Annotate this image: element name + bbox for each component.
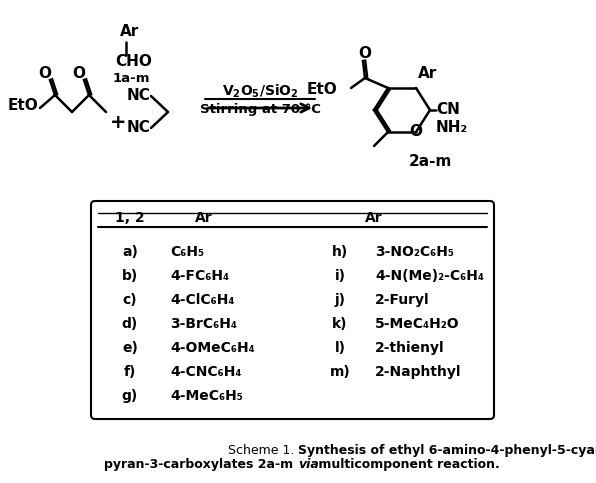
Text: Stirring at 70 °C: Stirring at 70 °C [200, 103, 321, 116]
Text: 3-BrC₆H₄: 3-BrC₆H₄ [170, 317, 237, 331]
Text: b): b) [122, 269, 138, 283]
Text: i): i) [334, 269, 346, 283]
Text: 2-Naphthyl: 2-Naphthyl [375, 365, 461, 379]
Text: 1, 2: 1, 2 [115, 211, 145, 225]
Text: NH₂: NH₂ [436, 120, 468, 136]
Text: 4-N(Me)₂-C₆H₄: 4-N(Me)₂-C₆H₄ [375, 269, 484, 283]
Text: Ar: Ar [365, 211, 383, 225]
Text: EtO: EtO [8, 98, 39, 113]
Text: 5-MeC₄H₂O: 5-MeC₄H₂O [375, 317, 460, 331]
Text: m): m) [330, 365, 350, 379]
Text: 2a-m: 2a-m [408, 155, 452, 170]
Text: NC: NC [126, 87, 150, 102]
Text: a): a) [122, 245, 138, 259]
Text: d): d) [122, 317, 138, 331]
Text: +: + [110, 113, 126, 131]
Text: g): g) [122, 389, 138, 403]
Text: $\mathbf{V_2O_5}$$\mathbf{/SiO_2}$: $\mathbf{V_2O_5}$$\mathbf{/SiO_2}$ [222, 82, 299, 99]
Text: via: via [298, 458, 319, 471]
Text: j): j) [334, 293, 346, 307]
Text: l): l) [334, 341, 346, 355]
Text: Synthesis of ethyl 6-amino-4-phenyl-5-cyano-2-methyl-4​H-: Synthesis of ethyl 6-amino-4-phenyl-5-cy… [298, 444, 596, 457]
Text: 2-Furyl: 2-Furyl [375, 293, 430, 307]
Text: 4-MeC₆H₅: 4-MeC₆H₅ [170, 389, 243, 403]
Text: k): k) [332, 317, 347, 331]
Text: O: O [39, 66, 51, 81]
Text: Scheme 1.: Scheme 1. [228, 444, 298, 457]
Text: 2-thienyl: 2-thienyl [375, 341, 445, 355]
Text: O: O [73, 66, 85, 81]
Text: 3-NO₂C₆H₅: 3-NO₂C₆H₅ [375, 245, 454, 259]
Text: f): f) [124, 365, 136, 379]
Text: O: O [409, 125, 423, 140]
Text: pyran-3-carboxylates 2a-m: pyran-3-carboxylates 2a-m [104, 458, 298, 471]
Text: e): e) [122, 341, 138, 355]
Text: Ar: Ar [195, 211, 213, 225]
Text: 4-OMeC₆H₄: 4-OMeC₆H₄ [170, 341, 254, 355]
Text: 1a-m: 1a-m [113, 71, 151, 85]
Text: h): h) [332, 245, 348, 259]
Text: CHO: CHO [115, 55, 152, 70]
Text: Ar: Ar [120, 25, 139, 40]
Text: 4-CNC₆H₄: 4-CNC₆H₄ [170, 365, 241, 379]
Text: NC: NC [126, 120, 150, 136]
Text: 4-FC₆H₄: 4-FC₆H₄ [170, 269, 229, 283]
Text: 4-ClC₆H₄: 4-ClC₆H₄ [170, 293, 234, 307]
Text: C₆H₅: C₆H₅ [170, 245, 204, 259]
Text: multicomponent reaction.: multicomponent reaction. [314, 458, 500, 471]
Text: Ar: Ar [418, 67, 437, 82]
Text: c): c) [123, 293, 137, 307]
Text: O: O [359, 45, 371, 60]
Text: CN: CN [436, 102, 460, 117]
Text: EtO: EtO [306, 83, 337, 98]
FancyBboxPatch shape [91, 201, 494, 419]
